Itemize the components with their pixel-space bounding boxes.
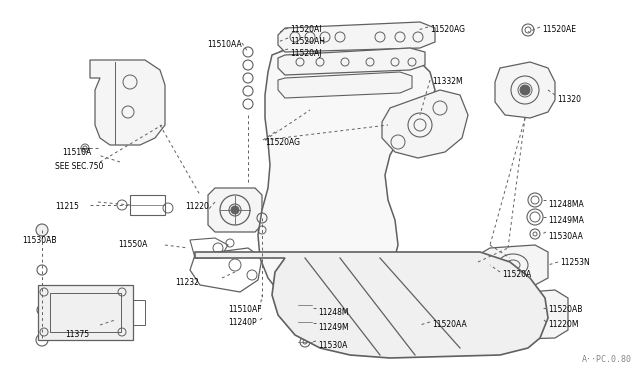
Text: SEE SEC.750: SEE SEC.750 [55, 162, 104, 171]
Circle shape [520, 85, 530, 95]
Text: 11510AF: 11510AF [228, 305, 262, 314]
Circle shape [525, 310, 535, 320]
Text: 11520AG: 11520AG [430, 25, 465, 34]
Polygon shape [208, 188, 262, 232]
Polygon shape [382, 90, 468, 158]
Polygon shape [258, 48, 435, 312]
Polygon shape [478, 245, 548, 285]
Polygon shape [195, 252, 548, 358]
Text: 11520AI: 11520AI [290, 25, 321, 34]
Text: 11320: 11320 [557, 95, 581, 104]
Text: 11220M: 11220M [548, 320, 579, 329]
Text: 11220: 11220 [185, 202, 209, 211]
Text: 11530AB: 11530AB [22, 236, 56, 245]
Text: 11248M: 11248M [318, 308, 349, 317]
Text: 11520AH: 11520AH [290, 37, 325, 46]
Text: 11520AG: 11520AG [265, 138, 300, 147]
Polygon shape [478, 290, 568, 340]
Text: 11249M: 11249M [318, 323, 349, 332]
Text: 11520AB: 11520AB [548, 305, 582, 314]
Text: 11510AA: 11510AA [207, 40, 242, 49]
Polygon shape [90, 60, 165, 145]
Circle shape [431, 321, 439, 329]
Polygon shape [278, 48, 425, 75]
Text: 11530A: 11530A [318, 341, 348, 350]
Text: 11520AA: 11520AA [432, 320, 467, 329]
Text: 11249MA: 11249MA [548, 216, 584, 225]
Text: 11215: 11215 [55, 202, 79, 211]
Circle shape [36, 224, 48, 236]
Polygon shape [495, 62, 555, 118]
Text: A··PC.0.80: A··PC.0.80 [582, 355, 632, 364]
Polygon shape [278, 72, 412, 98]
Text: 11253N: 11253N [560, 258, 589, 267]
Text: 11232: 11232 [175, 278, 199, 287]
Text: 11510A: 11510A [62, 148, 92, 157]
Text: 11520AE: 11520AE [542, 25, 576, 34]
Text: 11375: 11375 [65, 330, 89, 339]
Text: 11520A: 11520A [502, 270, 531, 279]
Polygon shape [278, 22, 435, 52]
Text: 11520AJ: 11520AJ [290, 49, 321, 58]
Text: 11530AA: 11530AA [548, 232, 583, 241]
Text: 11550A: 11550A [118, 240, 147, 249]
Text: 11332M: 11332M [432, 77, 463, 86]
Polygon shape [38, 285, 133, 340]
Circle shape [231, 206, 239, 214]
Text: 11240P: 11240P [228, 318, 257, 327]
Text: 11248MA: 11248MA [548, 200, 584, 209]
